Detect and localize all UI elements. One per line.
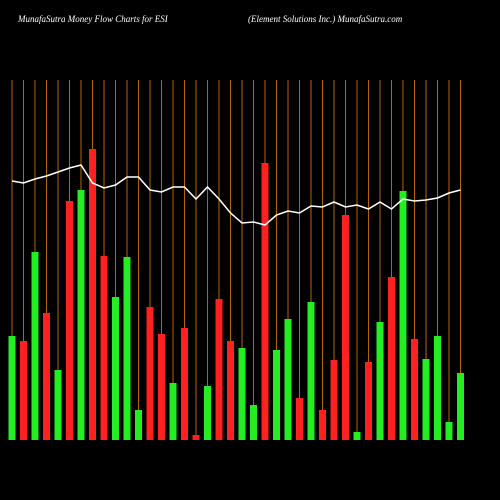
bar <box>388 277 395 440</box>
bar <box>250 405 257 440</box>
bar <box>319 410 326 440</box>
bar <box>457 373 464 440</box>
bar <box>146 307 154 440</box>
bar <box>181 328 188 440</box>
bar <box>434 336 441 440</box>
bar <box>215 299 223 440</box>
bar <box>112 297 119 440</box>
bar <box>365 362 372 440</box>
bar <box>77 190 85 440</box>
bar <box>204 386 211 440</box>
chart-subtitle: (Element Solutions Inc.) MunafaSutra.com <box>248 14 403 24</box>
bar <box>100 256 108 440</box>
bar <box>330 360 338 440</box>
bar <box>169 383 177 440</box>
bar <box>135 410 142 440</box>
bar <box>192 435 200 440</box>
bar <box>227 341 234 440</box>
bar <box>376 322 384 440</box>
bar <box>422 359 430 440</box>
chart-title: MunafaSutra Money Flow Charts for ESI <box>17 14 169 24</box>
bar <box>284 319 292 440</box>
bar <box>445 422 453 440</box>
bar <box>261 163 269 440</box>
bar <box>66 201 73 440</box>
bar <box>238 348 246 440</box>
bar <box>296 398 303 440</box>
bar <box>411 339 418 440</box>
bar <box>158 334 165 440</box>
line <box>11 164 461 226</box>
bar <box>342 215 349 440</box>
bar <box>273 350 280 440</box>
bar <box>353 432 361 440</box>
bar <box>43 313 50 440</box>
bar <box>20 341 27 440</box>
bar <box>31 252 39 440</box>
bar <box>89 149 96 440</box>
bar <box>399 191 407 440</box>
bar <box>8 336 16 440</box>
bar <box>123 257 131 440</box>
bar <box>307 302 315 440</box>
bar <box>54 370 62 440</box>
